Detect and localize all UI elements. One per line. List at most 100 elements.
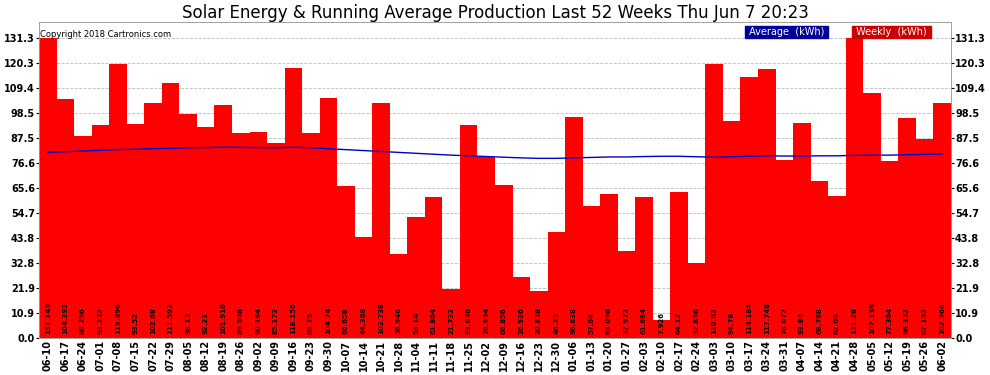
Bar	[477, 158, 495, 338]
Text: 88.256: 88.256	[80, 307, 86, 334]
Text: 93.232: 93.232	[97, 307, 104, 334]
Bar	[652, 320, 670, 338]
Bar	[302, 133, 320, 338]
Bar	[109, 64, 127, 338]
Text: 119.896: 119.896	[115, 302, 121, 334]
Bar	[636, 197, 652, 338]
Text: 114.184: 114.184	[746, 302, 752, 334]
Text: 57.64: 57.64	[588, 312, 594, 334]
Bar	[425, 196, 443, 338]
Bar	[495, 185, 513, 338]
Bar	[390, 254, 407, 338]
Text: 94.78: 94.78	[729, 311, 735, 334]
Title: Solar Energy & Running Average Production Last 52 Weeks Thu Jun 7 20:23: Solar Energy & Running Average Productio…	[181, 4, 809, 22]
Text: 53.14: 53.14	[413, 312, 419, 334]
Text: 64.12: 64.12	[676, 312, 682, 334]
Text: 93.52: 93.52	[133, 312, 139, 334]
Text: 61.694: 61.694	[642, 307, 647, 334]
Text: 104.392: 104.392	[62, 302, 68, 334]
Text: 68.768: 68.768	[817, 307, 823, 334]
Text: 104.74: 104.74	[326, 306, 332, 334]
Bar	[179, 114, 197, 338]
Bar	[829, 196, 845, 338]
Bar	[530, 291, 547, 338]
Bar	[758, 69, 775, 338]
Bar	[934, 102, 951, 338]
Bar	[249, 132, 267, 338]
Text: 118.156: 118.156	[290, 302, 296, 334]
Text: 26.936: 26.936	[519, 307, 525, 334]
Text: 78.072: 78.072	[781, 307, 787, 334]
Text: 120.02: 120.02	[711, 307, 717, 334]
Bar	[74, 136, 92, 338]
Text: 7.926: 7.926	[658, 312, 664, 334]
Text: 102.738: 102.738	[378, 302, 384, 334]
Text: 92.21: 92.21	[203, 312, 209, 334]
Text: 20.838: 20.838	[536, 307, 542, 334]
Text: 63.096: 63.096	[606, 307, 612, 334]
Text: 77.364: 77.364	[886, 307, 893, 334]
Text: Average  (kWh): Average (kWh)	[745, 27, 828, 37]
Bar	[407, 217, 425, 338]
Bar	[284, 68, 302, 338]
Text: 66.856: 66.856	[501, 307, 507, 334]
Text: 61.864: 61.864	[431, 307, 437, 334]
Text: 107.136: 107.136	[869, 302, 875, 334]
Text: 93.036: 93.036	[465, 307, 471, 334]
Bar	[845, 38, 863, 338]
Text: 98.13: 98.13	[185, 312, 191, 334]
Bar	[92, 125, 109, 338]
Bar	[793, 123, 811, 338]
Bar	[863, 93, 881, 338]
Text: 66.658: 66.658	[343, 307, 348, 334]
Bar	[618, 251, 636, 338]
Text: 131.28: 131.28	[851, 307, 857, 334]
Text: 90.164: 90.164	[255, 307, 261, 334]
Bar	[775, 159, 793, 338]
Bar	[161, 83, 179, 338]
Bar	[320, 99, 338, 338]
Bar	[443, 288, 460, 338]
Text: 96.638: 96.638	[571, 307, 577, 334]
Bar	[811, 181, 829, 338]
Bar	[372, 103, 390, 338]
Bar	[197, 127, 215, 338]
Bar	[916, 139, 934, 338]
Text: 46.23: 46.23	[553, 312, 559, 334]
Text: Weekly  (kWh): Weekly (kWh)	[853, 27, 930, 37]
Text: 21.732: 21.732	[448, 307, 454, 334]
Text: 101.916: 101.916	[220, 302, 226, 334]
Bar	[267, 143, 284, 338]
Bar	[670, 192, 688, 338]
Text: 37.972: 37.972	[624, 307, 630, 334]
Text: 36.946: 36.946	[396, 307, 402, 334]
Bar	[215, 105, 232, 338]
Text: 89.508: 89.508	[238, 307, 244, 334]
Text: 131.148: 131.148	[45, 302, 50, 334]
Bar	[127, 124, 145, 338]
Bar	[706, 63, 723, 338]
Text: 96.332: 96.332	[904, 307, 910, 334]
Bar	[688, 263, 706, 338]
Text: 78.994: 78.994	[483, 306, 489, 334]
Text: 102.68: 102.68	[150, 307, 156, 334]
Text: 32.856: 32.856	[694, 307, 700, 334]
Text: 111.592: 111.592	[167, 302, 173, 334]
Bar	[232, 134, 249, 338]
Text: 62.08: 62.08	[834, 312, 840, 334]
Bar	[56, 99, 74, 338]
Text: 117.748: 117.748	[764, 302, 770, 334]
Text: 102.968: 102.968	[940, 302, 945, 334]
Text: 87.192: 87.192	[922, 307, 928, 334]
Text: 85.172: 85.172	[273, 307, 279, 334]
Bar	[513, 277, 530, 338]
Bar	[898, 118, 916, 338]
Bar	[881, 161, 898, 338]
Bar	[741, 77, 758, 338]
Bar	[145, 103, 161, 338]
Text: Copyright 2018 Cartronics.com: Copyright 2018 Cartronics.com	[40, 30, 171, 39]
Bar	[547, 232, 565, 338]
Text: 44.308: 44.308	[360, 306, 366, 334]
Bar	[354, 237, 372, 338]
Bar	[723, 121, 741, 338]
